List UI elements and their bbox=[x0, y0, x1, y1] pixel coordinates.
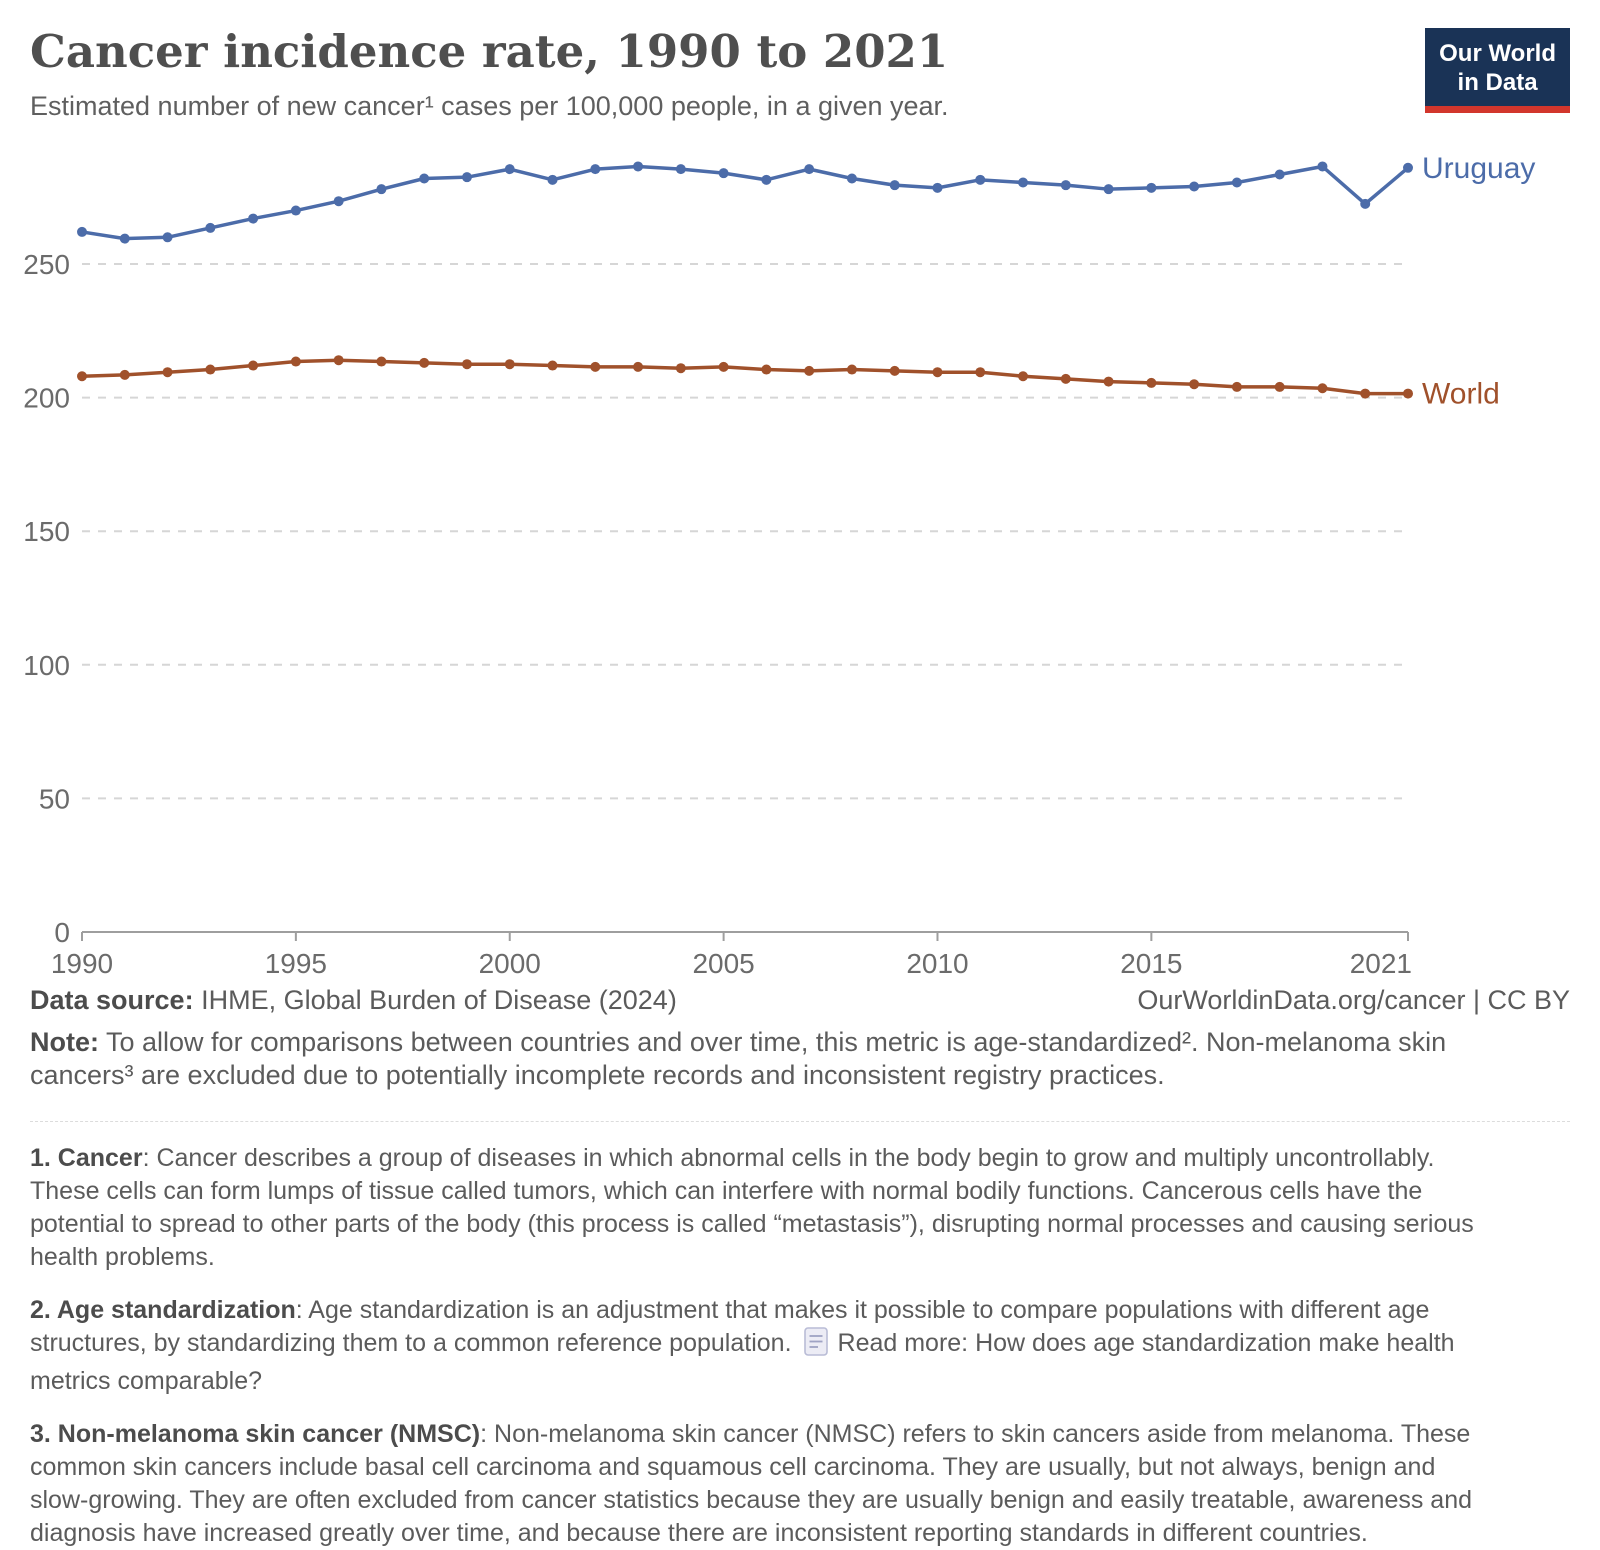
logo-line1: Our World bbox=[1439, 40, 1556, 67]
source-row: Data source: IHME, Global Burden of Dise… bbox=[30, 984, 1570, 1018]
svg-text:2000: 2000 bbox=[479, 948, 541, 979]
read-more-link[interactable]: Read more: How does age standardization … bbox=[30, 1328, 1455, 1395]
document-icon bbox=[803, 1327, 828, 1365]
svg-text:150: 150 bbox=[23, 516, 70, 547]
svg-text:50: 50 bbox=[39, 784, 70, 815]
chart-subtitle: Estimated number of new cancer¹ cases pe… bbox=[30, 90, 949, 121]
svg-text:2021: 2021 bbox=[1350, 948, 1412, 979]
svg-text:2015: 2015 bbox=[1120, 948, 1182, 979]
chart-header: Cancer incidence rate, 1990 to 2021 Esti… bbox=[0, 0, 1600, 122]
data-source-value[interactable]: IHME, Global Burden of Disease (2024) bbox=[201, 985, 677, 1016]
footnote-age-standardization: 2. Age standardization: Age standardizat… bbox=[30, 1295, 1455, 1395]
svg-text:1990: 1990 bbox=[51, 948, 113, 979]
footnote-cancer: 1. Cancer: Cancer describes a group of d… bbox=[30, 1143, 1474, 1271]
data-source: Data source: IHME, Global Burden of Dise… bbox=[30, 984, 677, 1018]
attribution-link[interactable]: OurWorldinData.org/cancer | CC BY bbox=[1137, 985, 1570, 1016]
page-title: Cancer incidence rate, 1990 to 2021 bbox=[30, 25, 949, 78]
svg-text:250: 250 bbox=[23, 249, 70, 280]
footnotes-divider bbox=[30, 1120, 1570, 1122]
svg-text:1995: 1995 bbox=[265, 948, 327, 979]
chart-footer: Data source: IHME, Global Burden of Dise… bbox=[0, 984, 1600, 1550]
svg-text:100: 100 bbox=[23, 650, 70, 681]
footnote-nmsc: 3. Non-melanoma skin cancer (NMSC): Non-… bbox=[30, 1419, 1473, 1547]
svg-text:Uruguay: Uruguay bbox=[1422, 152, 1535, 185]
data-source-label: Data source: bbox=[30, 985, 194, 1016]
line-chart: 0 50 100 150 200 250 1990 1995 2000 2005 2010 2015 2… bbox=[23, 152, 1535, 979]
logo-line2: in Data bbox=[1457, 69, 1538, 97]
svg-text:2005: 2005 bbox=[692, 948, 754, 979]
svg-text:World: World bbox=[1422, 378, 1500, 411]
owid-logo[interactable]: Our World in Data bbox=[1425, 28, 1570, 113]
note-text: To allow for comparisons between countri… bbox=[30, 1026, 1447, 1091]
svg-text:200: 200 bbox=[23, 383, 70, 414]
footnotes-section: 1. Cancer: Cancer describes a group of d… bbox=[30, 1142, 1570, 1550]
chart-note: Note: To allow for comparisons between c… bbox=[30, 1026, 1510, 1093]
note-label: Note: bbox=[30, 1026, 99, 1057]
svg-text:0: 0 bbox=[54, 917, 70, 948]
svg-text:2010: 2010 bbox=[906, 948, 968, 979]
